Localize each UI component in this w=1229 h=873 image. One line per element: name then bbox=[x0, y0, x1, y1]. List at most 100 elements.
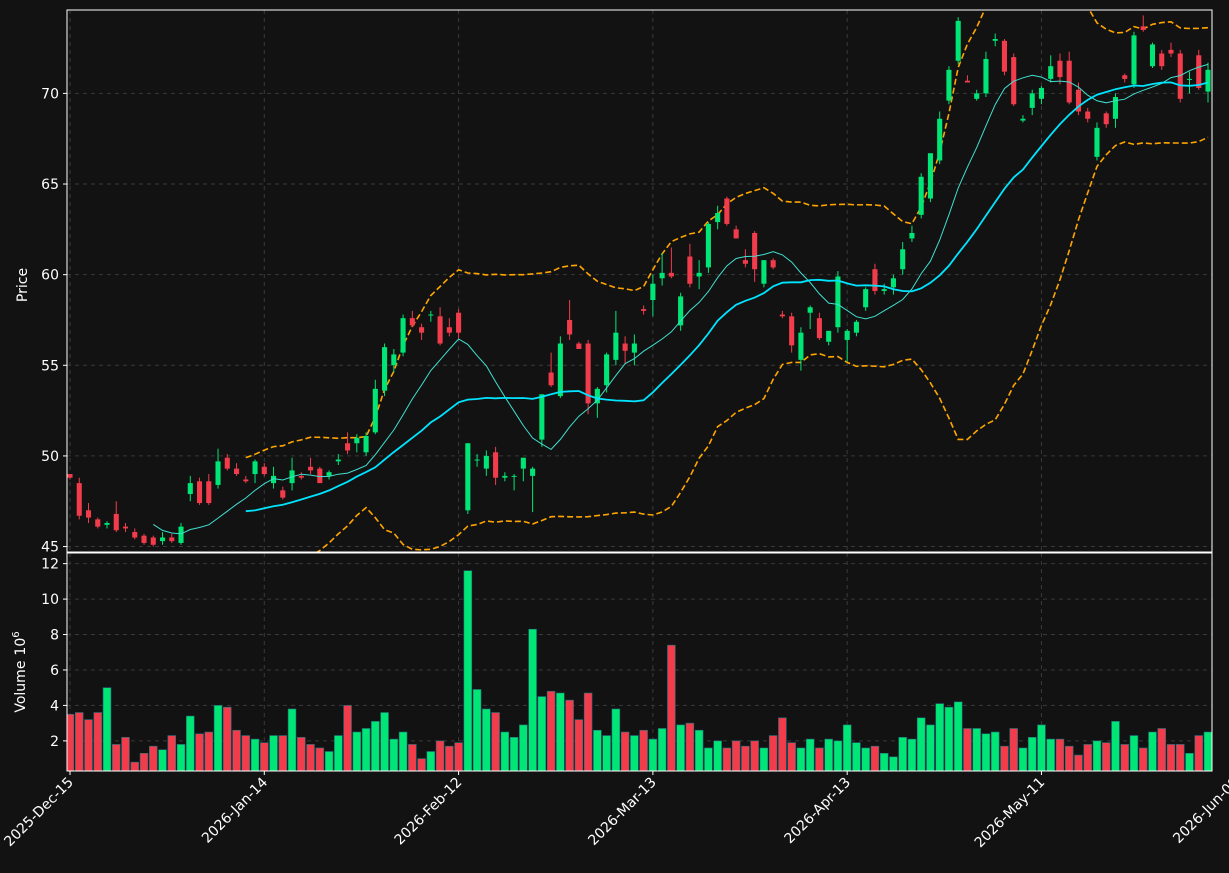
volume-bar bbox=[1157, 728, 1166, 771]
volume-tick-label: 6 bbox=[50, 663, 59, 679]
volume-bar bbox=[1111, 721, 1120, 771]
volume-bar bbox=[1176, 744, 1185, 771]
volume-bar bbox=[759, 747, 769, 771]
price-panel-frame bbox=[66, 9, 1213, 553]
volume-bar bbox=[704, 747, 713, 771]
candle-body bbox=[76, 483, 82, 516]
volume-bar bbox=[815, 747, 824, 771]
volume-bar bbox=[574, 719, 584, 771]
volume-panel-marks bbox=[67, 570, 1212, 771]
volume-bar bbox=[167, 735, 177, 771]
volume-bar bbox=[260, 742, 269, 771]
candle-body bbox=[252, 461, 258, 475]
candle-body bbox=[1205, 69, 1211, 92]
volume-bar bbox=[306, 744, 315, 771]
candle-body bbox=[1057, 60, 1063, 78]
volume-bar bbox=[657, 728, 667, 771]
candle-body bbox=[909, 232, 915, 239]
volume-panel-frame bbox=[66, 552, 1213, 772]
candle-body bbox=[557, 343, 563, 397]
candle-body bbox=[520, 457, 526, 469]
volume-bar bbox=[445, 745, 454, 771]
candle-body bbox=[502, 475, 508, 478]
candle-body bbox=[187, 483, 193, 494]
volume-bar bbox=[472, 689, 482, 771]
candle-body bbox=[752, 232, 758, 270]
candle-body bbox=[724, 198, 730, 224]
volume-bar bbox=[667, 644, 676, 771]
candle-body bbox=[335, 459, 341, 462]
volume-bar bbox=[546, 690, 556, 771]
candle-body bbox=[67, 474, 73, 478]
candle-body bbox=[668, 272, 674, 277]
volume-bar bbox=[926, 724, 935, 771]
volume-bar bbox=[639, 729, 648, 771]
volume-bar bbox=[223, 706, 232, 771]
candle-body bbox=[1196, 55, 1202, 88]
candle-body bbox=[298, 475, 304, 478]
price-tick-label: 50 bbox=[41, 449, 59, 465]
volume-bar bbox=[176, 744, 186, 771]
candle-body bbox=[428, 314, 434, 316]
candle-body bbox=[409, 318, 415, 326]
volume-bar bbox=[213, 705, 223, 771]
volume-bar bbox=[426, 751, 436, 771]
candle-body bbox=[1159, 53, 1165, 67]
volume-bar bbox=[269, 735, 278, 771]
candle-body bbox=[95, 519, 101, 527]
candle-body bbox=[224, 457, 230, 469]
candle-body bbox=[456, 312, 462, 333]
volume-bar bbox=[1120, 744, 1129, 771]
volume-bar bbox=[1046, 738, 1055, 771]
candle-body bbox=[863, 289, 869, 308]
candle-body bbox=[567, 319, 573, 335]
volume-bar bbox=[84, 719, 93, 771]
volume-bar bbox=[963, 728, 972, 771]
price-tick-label: 65 bbox=[41, 177, 59, 193]
volume-bar bbox=[1000, 745, 1009, 771]
volume-bar bbox=[944, 706, 954, 771]
candle-body bbox=[594, 388, 600, 404]
volume-bar bbox=[907, 738, 917, 771]
volume-bar bbox=[1064, 745, 1074, 771]
volume-bar bbox=[676, 724, 685, 771]
volume-bar bbox=[1194, 735, 1203, 771]
volume-bar bbox=[1185, 752, 1194, 771]
volume-bar bbox=[408, 744, 417, 771]
candle-body bbox=[1122, 75, 1128, 79]
candle-body bbox=[789, 316, 795, 346]
volume-bar bbox=[287, 708, 297, 771]
candle-body bbox=[400, 318, 406, 353]
volume-bar bbox=[1037, 724, 1046, 771]
volume-bar bbox=[528, 628, 537, 771]
volume-bar bbox=[343, 705, 352, 771]
volume-bar bbox=[593, 729, 602, 771]
volume-bar bbox=[870, 745, 880, 771]
candle-body bbox=[853, 321, 859, 333]
volume-bar bbox=[112, 744, 121, 771]
volume-bar bbox=[842, 724, 852, 771]
candle-body bbox=[641, 309, 647, 311]
volume-bar bbox=[149, 745, 158, 771]
volume-bar bbox=[981, 733, 991, 771]
candle-body bbox=[585, 343, 591, 404]
volume-bar bbox=[824, 738, 833, 771]
candle-body bbox=[150, 537, 156, 545]
volume-bar bbox=[722, 747, 732, 771]
price-tick-label: 60 bbox=[41, 268, 59, 284]
volume-tick-label: 12 bbox=[41, 557, 59, 573]
candle-body bbox=[1140, 26, 1146, 30]
candle-body bbox=[881, 289, 887, 291]
volume-bar bbox=[565, 699, 574, 771]
volume-bar bbox=[620, 731, 630, 771]
candle-body bbox=[280, 490, 286, 498]
candle-body bbox=[1168, 49, 1174, 54]
candle-body bbox=[122, 526, 129, 529]
volume-bar bbox=[121, 737, 130, 771]
candle-body bbox=[85, 510, 92, 518]
candle-body bbox=[317, 468, 323, 484]
volume-bar bbox=[186, 715, 195, 771]
volume-bar bbox=[731, 740, 741, 771]
candle-body bbox=[715, 213, 721, 223]
